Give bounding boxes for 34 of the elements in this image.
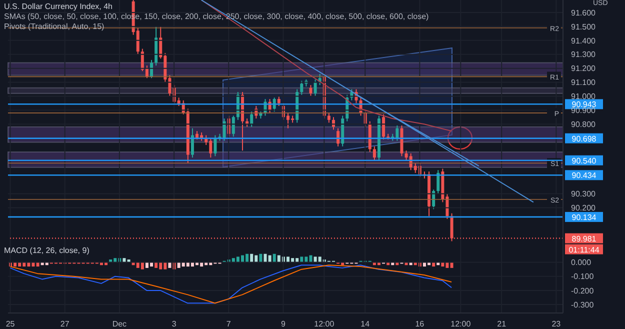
ref-line-label: 89.981 [572,234,597,244]
text: 01:11:44 [568,245,600,254]
x-tick-label: 12:00 [450,320,472,329]
x-tick-label: Dec [112,320,127,329]
x-tick-label: 7 [226,320,232,329]
y-tick-label: 90.300 [571,190,596,199]
ref-line-label: 90.540 [572,156,597,166]
y-tick-label: 90.800 [571,120,596,129]
y-tick-label: 91.500 [571,22,596,32]
x-tick-label: 25 [6,320,16,329]
x-tick-label: 14 [360,320,370,329]
y-tick-label: 91.400 [571,36,596,46]
y-tick-label: 91.300 [571,50,596,60]
x-tick-label: 3 [172,320,177,329]
x-tick-label: 9 [281,320,286,329]
y-tick-label: 90.200 [571,204,596,213]
chart-title: MACD (12, 26, close, 9) [4,246,90,256]
x-tick-label: 23 [552,320,562,329]
chart-title: U.S. Dollar Currency Index, 4h [4,2,114,12]
y-tick-label: 91.600 [571,8,596,18]
y-tick-label: 0.000 [571,258,592,268]
ref-line-label: 90.434 [572,171,597,180]
x-tick-label: 12:00 [314,320,335,329]
x-tick-label: 27 [60,320,70,329]
y-tick-label: 91.000 [571,92,596,102]
ref-line-label: 90.698 [572,134,597,144]
y-tick-label: 91.200 [571,64,596,74]
y-tick-label: -0.300 [571,300,594,310]
x-tick-label: 16 [415,320,425,329]
y-tick-label: -0.200 [571,286,594,296]
y-tick-label: -0.100 [571,272,594,282]
x-tick-label: 21 [497,320,507,329]
y-tick-label: 91.100 [571,78,596,88]
ref-line-label: 90.134 [572,212,597,222]
